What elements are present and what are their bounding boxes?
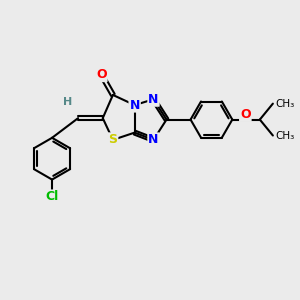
- Text: N: N: [148, 134, 159, 146]
- Text: H: H: [63, 97, 73, 107]
- Text: N: N: [148, 93, 159, 106]
- Text: O: O: [240, 108, 251, 121]
- Text: N: N: [130, 99, 140, 112]
- Text: CH₃: CH₃: [275, 99, 294, 109]
- Text: CH₃: CH₃: [275, 130, 294, 140]
- Text: O: O: [96, 68, 106, 81]
- Text: Cl: Cl: [45, 190, 59, 203]
- Text: S: S: [108, 134, 117, 146]
